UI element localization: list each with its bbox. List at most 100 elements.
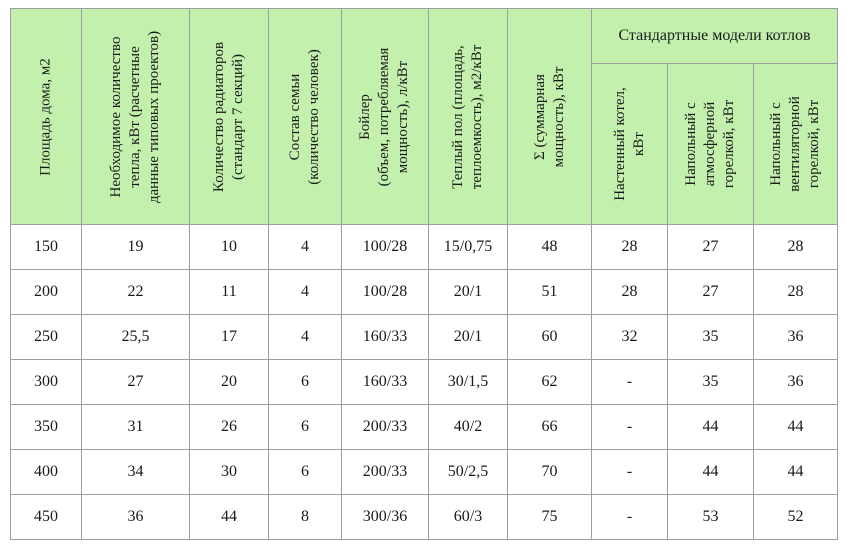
table-cell: 25,5 — [81, 314, 190, 360]
table-cell: 48 — [507, 224, 592, 270]
table-cell: 40/2 — [428, 404, 508, 450]
table-cell: 34 — [81, 449, 190, 495]
col-header-warm-floor: Теплый пол (площадь, теплоемкость), м2/к… — [428, 8, 508, 225]
table-cell: 27 — [667, 269, 754, 315]
col-header-floor-fan-label: Напольный с вентиляторной горелкой, кВт — [767, 96, 823, 192]
table-cell: 44 — [667, 449, 754, 495]
header-row-sub: Настенный котел, кВт Напольный с атмосфе… — [11, 63, 839, 225]
table-cell: 10 — [189, 224, 269, 270]
table-cell: 51 — [507, 269, 592, 315]
table-cell: 20 — [189, 359, 269, 405]
col-header-heat-required-label: Необходимое количество тепла, кВт (расче… — [107, 30, 163, 203]
table-cell: 300 — [10, 359, 82, 405]
table-cell: 36 — [752, 359, 839, 405]
col-header-boiler-tank-label: Бойлер (объем, потребляемая мощность), л… — [357, 47, 412, 186]
table-row: 150 19 10 4 100/28 15/0,75 48 28 27 28 — [10, 224, 839, 270]
table-cell: 35 — [667, 314, 754, 360]
table-cell: 53 — [667, 494, 754, 540]
table-cell: 20/1 — [428, 269, 508, 315]
col-header-warm-floor-label: Теплый пол (площадь, теплоемкость), м2/к… — [449, 44, 485, 189]
col-header-total-power: Σ (суммарная мощность), кВт — [507, 8, 592, 225]
table-cell: 27 — [81, 359, 190, 405]
col-header-family: Состав семьи (количество человек) — [268, 8, 342, 225]
table-cell: 30/1,5 — [428, 359, 508, 405]
table-row: 250 25,5 17 4 160/33 20/1 60 32 35 36 — [10, 314, 839, 360]
table-cell: 150 — [10, 224, 82, 270]
table-cell: 44 — [752, 449, 839, 495]
col-header-wall-boiler: Настенный котел, кВт — [591, 63, 668, 225]
col-header-wall-boiler-label: Настенный котел, кВт — [611, 87, 647, 201]
table-cell: 44 — [189, 494, 269, 540]
col-header-family-label: Состав семьи (количество человек) — [286, 48, 322, 185]
table-cell: 70 — [507, 449, 592, 495]
table-cell: - — [591, 359, 668, 405]
table-cell: 20/1 — [428, 314, 508, 360]
col-header-boiler-tank: Бойлер (объем, потребляемая мощность), л… — [341, 8, 429, 225]
table-cell: 450 — [10, 494, 82, 540]
table-cell: 200 — [10, 269, 82, 315]
table-cell: 30 — [189, 449, 269, 495]
table-cell: 28 — [591, 269, 668, 315]
table-cell: 100/28 — [341, 224, 429, 270]
table-cell: 26 — [189, 404, 269, 450]
table-row: 350 31 26 6 200/33 40/2 66 - 44 44 — [10, 404, 839, 450]
table-cell: 36 — [81, 494, 190, 540]
col-header-house-area-label: Площадь дома, м2 — [37, 57, 54, 176]
table-cell: 62 — [507, 359, 592, 405]
table-row: 400 34 30 6 200/33 50/2,5 70 - 44 44 — [10, 449, 839, 495]
table-cell: 50/2,5 — [428, 449, 508, 495]
table-cell: 31 — [81, 404, 190, 450]
table-cell: 75 — [507, 494, 592, 540]
table-cell: 52 — [752, 494, 839, 540]
table-cell: 66 — [507, 404, 592, 450]
table-cell: 36 — [752, 314, 839, 360]
col-header-total-power-label: Σ (суммарная мощность), кВт — [531, 66, 567, 167]
table-row: 300 27 20 6 160/33 30/1,5 62 - 35 36 — [10, 359, 839, 405]
table-cell: 32 — [591, 314, 668, 360]
table-cell: 200/33 — [341, 449, 429, 495]
table-cell: 4 — [268, 269, 342, 315]
table-cell: 22 — [81, 269, 190, 315]
col-group-header-standard-models: Стандартные модели котлов — [590, 8, 839, 64]
table-cell: 4 — [268, 224, 342, 270]
table-cell: 200/33 — [341, 404, 429, 450]
table-cell: - — [591, 404, 668, 450]
table-cell: 35 — [667, 359, 754, 405]
table-cell: - — [591, 494, 668, 540]
table-cell: 28 — [752, 269, 839, 315]
table-cell: - — [591, 449, 668, 495]
table-cell: 350 — [10, 404, 82, 450]
table-cell: 160/33 — [341, 314, 429, 360]
table-cell: 11 — [189, 269, 269, 315]
table-cell: 6 — [268, 404, 342, 450]
table-cell: 100/28 — [341, 269, 429, 315]
col-header-heat-required: Необходимое количество тепла, кВт (расче… — [81, 8, 190, 225]
col-header-floor-atmospheric-label: Напольный с атмосферной горелкой, кВт — [682, 99, 738, 189]
table-cell: 300/36 — [341, 494, 429, 540]
col-header-floor-fan: Напольный с вентиляторной горелкой, кВт — [752, 63, 839, 225]
table-cell: 44 — [667, 404, 754, 450]
col-group-header-label: Стандартные модели котлов — [618, 27, 811, 44]
table-cell: 19 — [81, 224, 190, 270]
table-cell: 17 — [189, 314, 269, 360]
table-cell: 60 — [507, 314, 592, 360]
table-cell: 27 — [667, 224, 754, 270]
col-header-radiators-label: Количество радиаторов (стандарт 7 секций… — [210, 41, 246, 192]
table-cell: 60/3 — [428, 494, 508, 540]
table-row: 200 22 11 4 100/28 20/1 51 28 27 28 — [10, 269, 839, 315]
table-cell: 28 — [591, 224, 668, 270]
boiler-selection-table: Площадь дома, м2 Необходимое количество … — [10, 8, 839, 540]
table-cell: 160/33 — [341, 359, 429, 405]
table-cell: 8 — [268, 494, 342, 540]
table-cell: 250 — [10, 314, 82, 360]
table-cell: 28 — [752, 224, 839, 270]
table-cell: 15/0,75 — [428, 224, 508, 270]
col-header-house-area: Площадь дома, м2 — [10, 8, 82, 225]
table-cell: 6 — [268, 359, 342, 405]
table-cell: 6 — [268, 449, 342, 495]
col-header-radiators: Количество радиаторов (стандарт 7 секций… — [189, 8, 269, 225]
col-header-floor-atmospheric: Напольный с атмосферной горелкой, кВт — [667, 63, 754, 225]
table-cell: 400 — [10, 449, 82, 495]
table-row: 450 36 44 8 300/36 60/3 75 - 53 52 — [10, 494, 839, 540]
